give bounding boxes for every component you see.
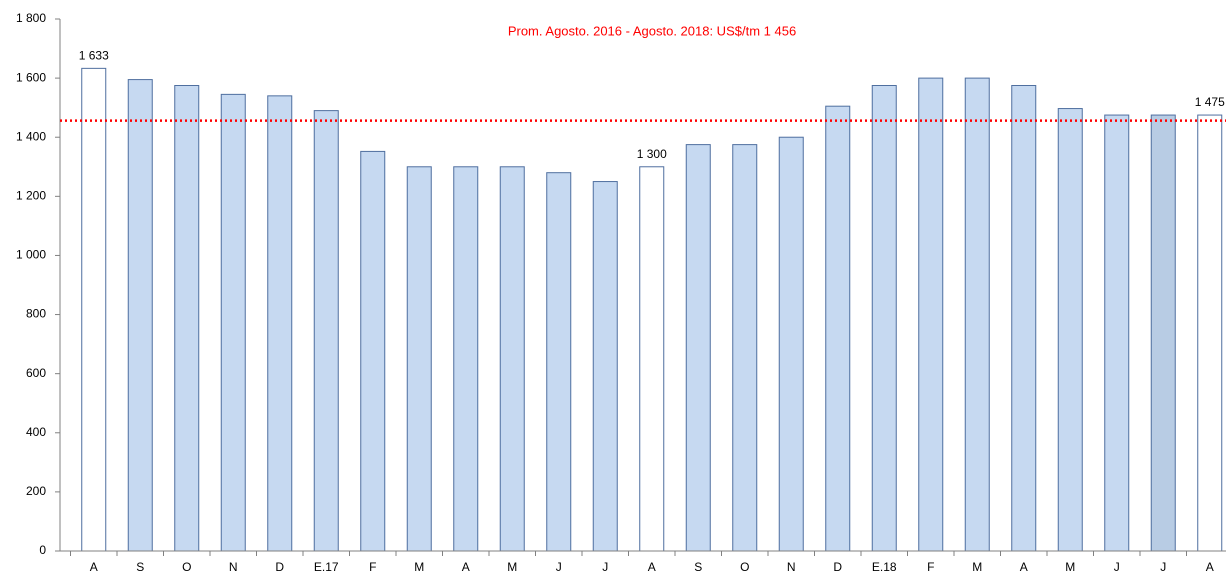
bar: [313, 110, 339, 552]
x-tick-label: M: [414, 560, 424, 574]
x-tick-label: A: [462, 560, 470, 574]
y-tick-label: 0: [39, 543, 46, 557]
y-tick-label: 200: [26, 484, 46, 498]
bar: [1150, 114, 1176, 552]
x-tick-label: M: [507, 560, 517, 574]
value-label: 1 633: [79, 49, 109, 63]
y-tick-label: 1 000: [16, 248, 46, 262]
bar: [360, 150, 386, 552]
bar: [1104, 114, 1130, 552]
y-tick-label: 1 600: [16, 70, 46, 84]
x-tick-label: N: [229, 560, 238, 574]
bar: [127, 79, 153, 552]
x-tick-label: S: [136, 560, 144, 574]
x-tick-label: J: [556, 560, 562, 574]
bar: [592, 181, 618, 552]
x-tick-label: S: [694, 560, 702, 574]
bar: [267, 95, 293, 552]
x-tick-label: D: [275, 560, 284, 574]
y-tick-label: 800: [26, 307, 46, 321]
value-label: 1 475: [1195, 95, 1225, 109]
y-tick-label: 400: [26, 425, 46, 439]
x-tick-label: E.18: [872, 560, 897, 574]
bar: [81, 67, 107, 552]
bar: [732, 144, 758, 552]
y-tick-label: 1 400: [16, 129, 46, 143]
bar: [406, 166, 432, 552]
bar: [639, 166, 665, 552]
bar: [546, 172, 572, 552]
bar: [1197, 114, 1223, 552]
x-tick-label: F: [369, 560, 376, 574]
x-tick-label: J: [1114, 560, 1120, 574]
x-tick-label: O: [740, 560, 749, 574]
bar: [778, 136, 804, 552]
bar: [1057, 108, 1083, 552]
x-tick-label: F: [927, 560, 934, 574]
y-tick-label: 1 800: [16, 11, 46, 25]
y-tick-label: 1 200: [16, 189, 46, 203]
x-tick-label: A: [90, 560, 98, 574]
bar: [685, 144, 711, 552]
bar: [825, 105, 851, 552]
x-tick-label: A: [1020, 560, 1028, 574]
x-tick-label: D: [833, 560, 842, 574]
bar: [871, 85, 897, 552]
x-tick-label: A: [648, 560, 656, 574]
value-label: 1 300: [637, 147, 667, 161]
bar: [453, 166, 479, 552]
bar: [918, 77, 944, 552]
x-tick-label: M: [1065, 560, 1075, 574]
annotation: Prom. Agosto. 2016 - Agosto. 2018: US$/t…: [508, 23, 796, 38]
y-tick-label: 600: [26, 366, 46, 380]
bar: [1011, 85, 1037, 552]
x-tick-label: M: [972, 560, 982, 574]
bar: [499, 166, 525, 552]
bar: [220, 93, 246, 552]
x-tick-label: J: [1160, 560, 1166, 574]
x-tick-label: O: [182, 560, 191, 574]
x-tick-label: A: [1206, 560, 1214, 574]
x-tick-label: J: [602, 560, 608, 574]
x-tick-label: N: [787, 560, 796, 574]
bar: [174, 85, 200, 552]
bar: [964, 77, 990, 552]
x-tick-label: E.17: [314, 560, 339, 574]
